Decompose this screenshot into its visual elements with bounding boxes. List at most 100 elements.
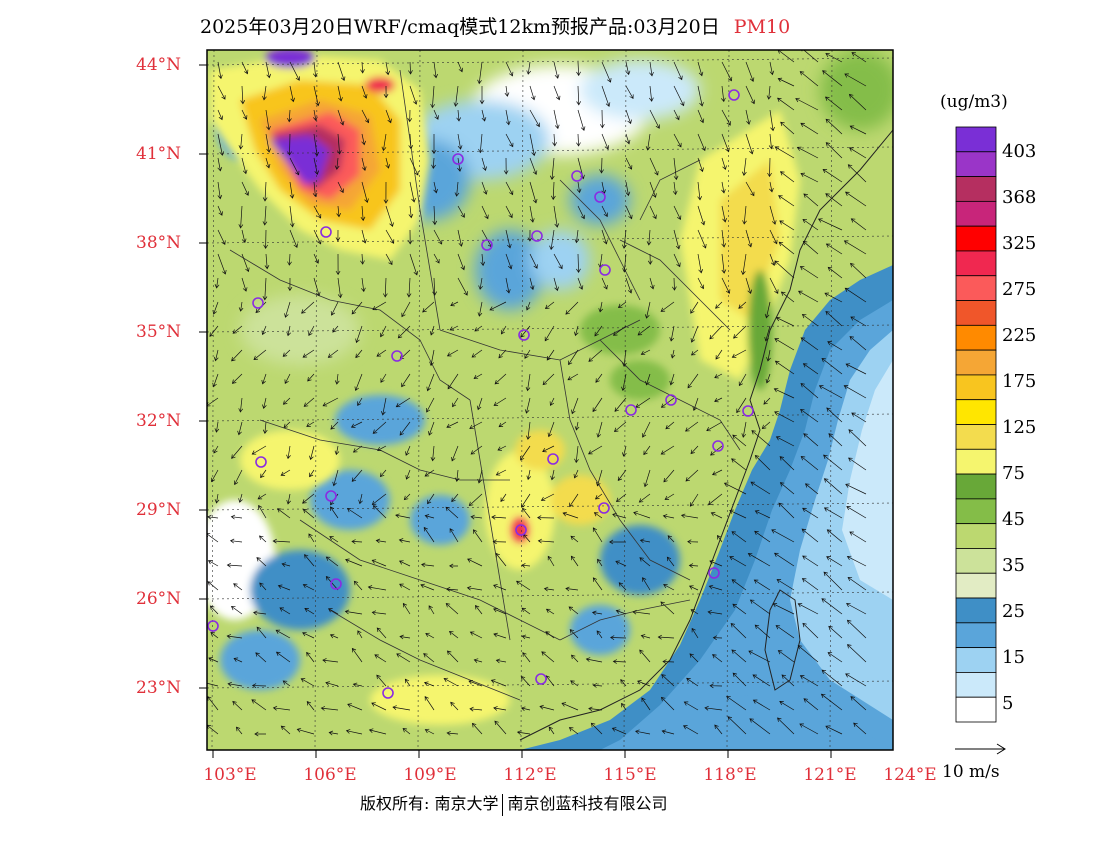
wind-arrow	[593, 512, 603, 519]
wind-arrow	[217, 61, 223, 80]
wind-arrow	[745, 133, 754, 155]
wind-arrow	[828, 433, 843, 447]
wind-arrow	[545, 631, 555, 639]
wind-arrow	[764, 301, 771, 319]
wind-arrow	[825, 310, 843, 327]
wind-arrow	[452, 397, 459, 408]
wind-arrow	[516, 730, 531, 735]
lon-label-106: 106°E	[303, 765, 357, 785]
wind-arrow	[549, 397, 555, 407]
wind-arrow	[337, 181, 344, 194]
city-marker	[712, 440, 724, 452]
wind-arrow	[451, 493, 459, 503]
wind-arrow	[685, 421, 699, 432]
city-marker	[728, 89, 740, 101]
wind-arrow	[233, 469, 243, 486]
wind-arrow	[334, 157, 340, 170]
wind-arrow	[667, 535, 675, 543]
city-marker	[515, 524, 527, 536]
wind-arrow	[208, 657, 219, 663]
wind-arrow	[625, 61, 631, 76]
wind-arrow	[778, 195, 795, 207]
wind-arrow	[375, 538, 387, 544]
wind-arrow	[817, 218, 843, 231]
wind-arrow	[601, 205, 608, 218]
wind-arrow	[476, 397, 483, 411]
wind-arrow	[524, 397, 531, 414]
wind-arrow	[277, 508, 291, 519]
wind-arrow	[286, 493, 291, 505]
wind-arrow	[355, 349, 363, 359]
wind-arrow	[399, 634, 411, 640]
wind-arrow	[379, 469, 387, 478]
wind-arrow	[663, 469, 675, 483]
wind-arrow	[322, 397, 339, 407]
colorbar-swatch	[955, 126, 997, 153]
colorbar-label: 275	[1002, 279, 1037, 300]
wind-arrow	[665, 421, 675, 430]
wind-arrow	[272, 705, 291, 711]
wind-arrow	[568, 727, 579, 735]
wind-arrow	[529, 277, 535, 291]
wind-arrow	[740, 253, 747, 276]
wind-arrow	[313, 229, 322, 245]
city-marker	[255, 456, 267, 468]
city-marker	[207, 620, 219, 632]
lat-label-26: 26°N	[136, 589, 182, 609]
wind-arrow	[409, 181, 416, 203]
wind-arrow	[850, 218, 867, 231]
wind-arrow	[709, 683, 723, 689]
wind-arrow	[799, 675, 819, 687]
wind-arrow	[230, 606, 243, 615]
wind-arrow	[241, 181, 249, 196]
wind-arrow	[473, 373, 483, 380]
wind-arrow	[325, 681, 339, 687]
colorbar-swatch	[955, 399, 997, 425]
wind-arrow	[615, 493, 627, 503]
concentration-field	[207, 50, 893, 750]
wind-arrow	[332, 325, 339, 333]
wind-arrow	[477, 469, 483, 484]
wind-arrow	[660, 301, 675, 312]
wind-arrow	[721, 253, 727, 274]
lat-label-29: 29°N	[136, 500, 182, 520]
wind-arrow	[500, 493, 507, 503]
colorbar-swatch	[955, 200, 997, 227]
wind-arrow	[800, 337, 819, 351]
wind-arrow	[570, 555, 579, 567]
wind-arrow	[470, 514, 483, 520]
wind-arrow	[469, 706, 483, 712]
wind-arrow	[799, 723, 819, 735]
wind-arrow	[573, 469, 579, 479]
wind-arrow	[289, 205, 295, 228]
colorbar-swatch	[955, 647, 997, 673]
wind-arrow	[287, 133, 292, 156]
wind-arrow	[802, 240, 819, 255]
wind-arrow	[337, 109, 345, 126]
wind-arrow	[334, 445, 340, 456]
wind-arrow	[332, 469, 339, 487]
wind-arrow	[776, 579, 795, 591]
wind-arrow	[723, 482, 747, 495]
city-marker	[571, 170, 583, 182]
wind-arrow	[692, 397, 699, 412]
wind-arrow	[546, 349, 555, 361]
wind-arrow	[265, 133, 272, 153]
colorbar-label: 75	[1002, 463, 1025, 484]
wind-arrow	[670, 349, 676, 359]
wind-arrow	[287, 253, 292, 266]
wind-arrow	[351, 469, 363, 482]
wind-arrow	[289, 85, 296, 103]
wind-arrow	[800, 383, 819, 399]
wind-arrow	[313, 205, 322, 219]
copyright-owner: 版权所有: 南京大学	[360, 794, 499, 813]
wind-arrow	[505, 133, 514, 148]
copyright-divider	[502, 793, 504, 816]
wind-arrow	[769, 229, 778, 245]
wind-arrow	[262, 205, 268, 226]
wind-arrow	[672, 277, 677, 291]
wind-arrow	[322, 658, 339, 663]
wind-arrow	[213, 349, 219, 362]
wind-arrow	[493, 397, 507, 406]
wind-arrow	[446, 730, 459, 736]
